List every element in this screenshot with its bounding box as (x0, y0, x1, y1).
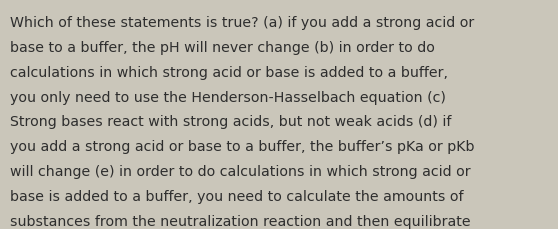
Text: calculations in which strong acid or base is added to a buffer,: calculations in which strong acid or bas… (10, 65, 448, 79)
Text: you only need to use the Henderson-Hasselbach equation (c): you only need to use the Henderson-Hasse… (10, 90, 446, 104)
Text: you add a strong acid or base to a buffer, the buffer’s pKa or pKb: you add a strong acid or base to a buffe… (10, 140, 474, 154)
Text: Strong bases react with strong acids, but not weak acids (d) if: Strong bases react with strong acids, bu… (10, 115, 451, 129)
Text: base to a buffer, the pH will never change (b) in order to do: base to a buffer, the pH will never chan… (10, 41, 435, 55)
Text: will change (e) in order to do calculations in which strong acid or: will change (e) in order to do calculati… (10, 164, 470, 178)
Text: Which of these statements is true? (a) if you add a strong acid or: Which of these statements is true? (a) i… (10, 16, 474, 30)
Text: base is added to a buffer, you need to calculate the amounts of: base is added to a buffer, you need to c… (10, 189, 464, 203)
Text: substances from the neutralization reaction and then equilibrate: substances from the neutralization react… (10, 214, 470, 228)
